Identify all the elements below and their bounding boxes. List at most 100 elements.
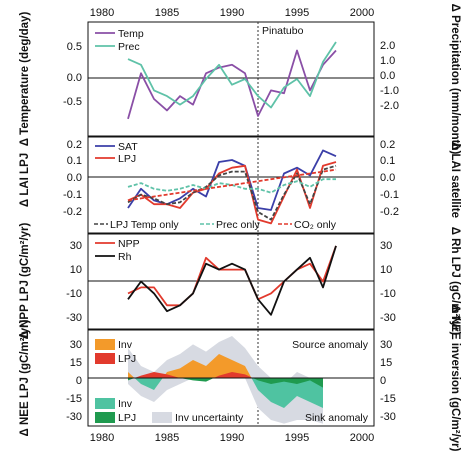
panel1-ytick-right: 1.0	[380, 55, 395, 67]
top-x-tick: 1990	[220, 7, 244, 19]
top-x-tick: 1995	[285, 7, 309, 19]
panel1-ytick-right: 0.0	[380, 70, 395, 82]
panel3-ytick-left: -30	[66, 312, 82, 324]
panel1-legend: Temp Prec	[95, 28, 144, 53]
panel1-ytick-right: -1.0	[380, 85, 399, 97]
legend-inv-sink-label: Inv	[118, 398, 133, 410]
legend-sat-label: SAT	[118, 141, 138, 153]
panel2-ytick-right: 0.0	[380, 172, 395, 184]
panel4-ytick-right: -15	[380, 393, 396, 405]
legend-lpj-source-swatch	[95, 353, 115, 364]
lpj-pos-area	[128, 372, 323, 378]
legend-lpj-source-label: LPJ	[118, 353, 136, 365]
bottom-x-tick: 1980	[90, 432, 114, 444]
legend-lpj-sink-label: LPJ	[118, 412, 136, 424]
panel4-ylabel-right: Δ NEE inversion (gC/m²/yr)	[449, 305, 461, 452]
panel3-legend: NPP Rh	[95, 238, 140, 263]
bottom-x-tick: 1985	[155, 432, 179, 444]
panel2-ytick-left: -0.2	[63, 206, 82, 218]
legend-inv-source-label: Inv	[118, 339, 133, 351]
panel1-series	[127, 41, 337, 120]
panel2-ytick-right: 0.1	[380, 155, 395, 167]
panel1-ylabel-right: Δ Precipitation (mm/month)	[449, 4, 461, 155]
lpj-neg-area	[128, 378, 323, 388]
panel2-ytick-left: 0.1	[67, 155, 82, 167]
panel3-ylabel-left: Δ NPP LPJ (gC/m²/yr)	[19, 222, 31, 339]
series-co-only-line	[127, 168, 337, 202]
legend-lpj-label: LPJ	[118, 153, 136, 165]
legend-temp-label: Temp	[118, 28, 144, 40]
panel2-ytick-right: -0.1	[380, 189, 399, 201]
panel3-ytick-right: 30	[380, 240, 392, 252]
sink-anomaly-label: Sink anomaly	[305, 412, 369, 424]
legend-prec-only-label: Prec only	[216, 219, 261, 231]
legend-uncertainty-label: Inv uncertainty	[175, 412, 244, 424]
panel1-ytick-left: -0.5	[63, 96, 82, 108]
panel2-ylabel-right: Δ LAI satellite	[449, 142, 461, 218]
legend-inv-sink-swatch	[95, 398, 115, 409]
panel2-ytick-left: -0.1	[63, 189, 82, 201]
series-sat-line	[127, 149, 337, 211]
bottom-x-tick: 2000	[350, 432, 374, 444]
panel2-legend: SAT LPJ LPJ Temp only Prec only CO₂ only	[94, 141, 337, 231]
inv-neg-area	[128, 378, 323, 408]
panel4-ytick-right: 15	[380, 357, 392, 369]
legend-prec-label: Prec	[118, 41, 140, 53]
legend-uncertainty-swatch	[152, 412, 172, 423]
panel3-ytick-left: -10	[66, 288, 82, 300]
panel3-ytick-right: 10	[380, 264, 392, 276]
panel1-ytick-right: -2.0	[380, 100, 399, 112]
panel2-ytick-right: -0.2	[380, 206, 399, 218]
legend-lpj-sink-swatch	[95, 412, 115, 423]
top-x-tick: 2000	[350, 7, 374, 19]
legend-rh-label: Rh	[118, 251, 132, 263]
panel4-ylabel-left: Δ NEE LPJ (gC/m²/yr)	[19, 319, 31, 436]
panel2-ytick-left: 0.2	[67, 139, 82, 151]
panel-lai-frame	[87, 136, 375, 234]
legend-temp-only-label: LPJ Temp only	[110, 219, 179, 231]
panel4-ytick-left: 30	[70, 339, 82, 351]
panel1-ytick-left: 0.0	[67, 72, 82, 84]
legend-npp-label: NPP	[118, 238, 140, 250]
panel3-ylabel-right: Δ Rh LPJ (gC/m²/yr)	[449, 227, 461, 336]
bottom-x-ticks: 1980 1985 1990 1995 2000	[90, 432, 374, 444]
legend-co2-only-label: CO₂ only	[294, 219, 337, 231]
series-npp-line	[127, 245, 337, 307]
panel1-ytick-right: 2.0	[380, 40, 395, 52]
panel4-ytick-right: -30	[380, 411, 396, 423]
panel4-ytick-left: -15	[66, 393, 82, 405]
series-temp-line	[127, 49, 337, 120]
panel1-ytick-left: 0.5	[67, 41, 82, 53]
panel3-ytick-left: 30	[70, 240, 82, 252]
panel3-ytick-right: -10	[380, 288, 396, 300]
panel3-series	[127, 245, 337, 316]
panel2-ytick-right: 0.2	[380, 139, 395, 151]
top-x-tick: 1980	[90, 7, 114, 19]
series-prec-line	[127, 41, 337, 109]
panel4-ytick-left: 15	[70, 357, 82, 369]
series-rh-line	[127, 245, 337, 316]
panel3-ytick-left: 10	[70, 264, 82, 276]
panel4-ytick-left: -30	[66, 411, 82, 423]
legend-inv-source-swatch	[95, 339, 115, 350]
panel-temp-precip-frame	[87, 21, 375, 137]
panel1-ylabel-left: Δ Temperature (deg/day)	[19, 12, 31, 147]
top-x-ticks: 1980 1985 1990 1995 2000	[90, 7, 374, 19]
series-lpj-temp-only-line	[127, 164, 337, 221]
pinatubo-label: Pinatubo	[262, 25, 304, 37]
panel2-ylabel-left: Δ LAI LPJ	[19, 153, 31, 207]
panel2-series	[127, 149, 337, 225]
source-anomaly-label: Source anomaly	[292, 339, 369, 351]
bottom-x-tick: 1995	[285, 432, 309, 444]
panel4-ytick-right: 30	[380, 339, 392, 351]
panel4-ytick-left: 0	[76, 375, 82, 387]
panel2-ytick-left: 0.0	[67, 172, 82, 184]
panel4-series	[128, 336, 323, 424]
bottom-x-tick: 1990	[220, 432, 244, 444]
top-x-tick: 1985	[155, 7, 179, 19]
inv-pos-area	[128, 354, 323, 378]
panel3-ytick-right: -30	[380, 312, 396, 324]
panel4-legend: Inv LPJ Inv LPJ Inv uncertainty	[95, 339, 244, 424]
panel4-ytick-right: 0	[380, 375, 386, 387]
